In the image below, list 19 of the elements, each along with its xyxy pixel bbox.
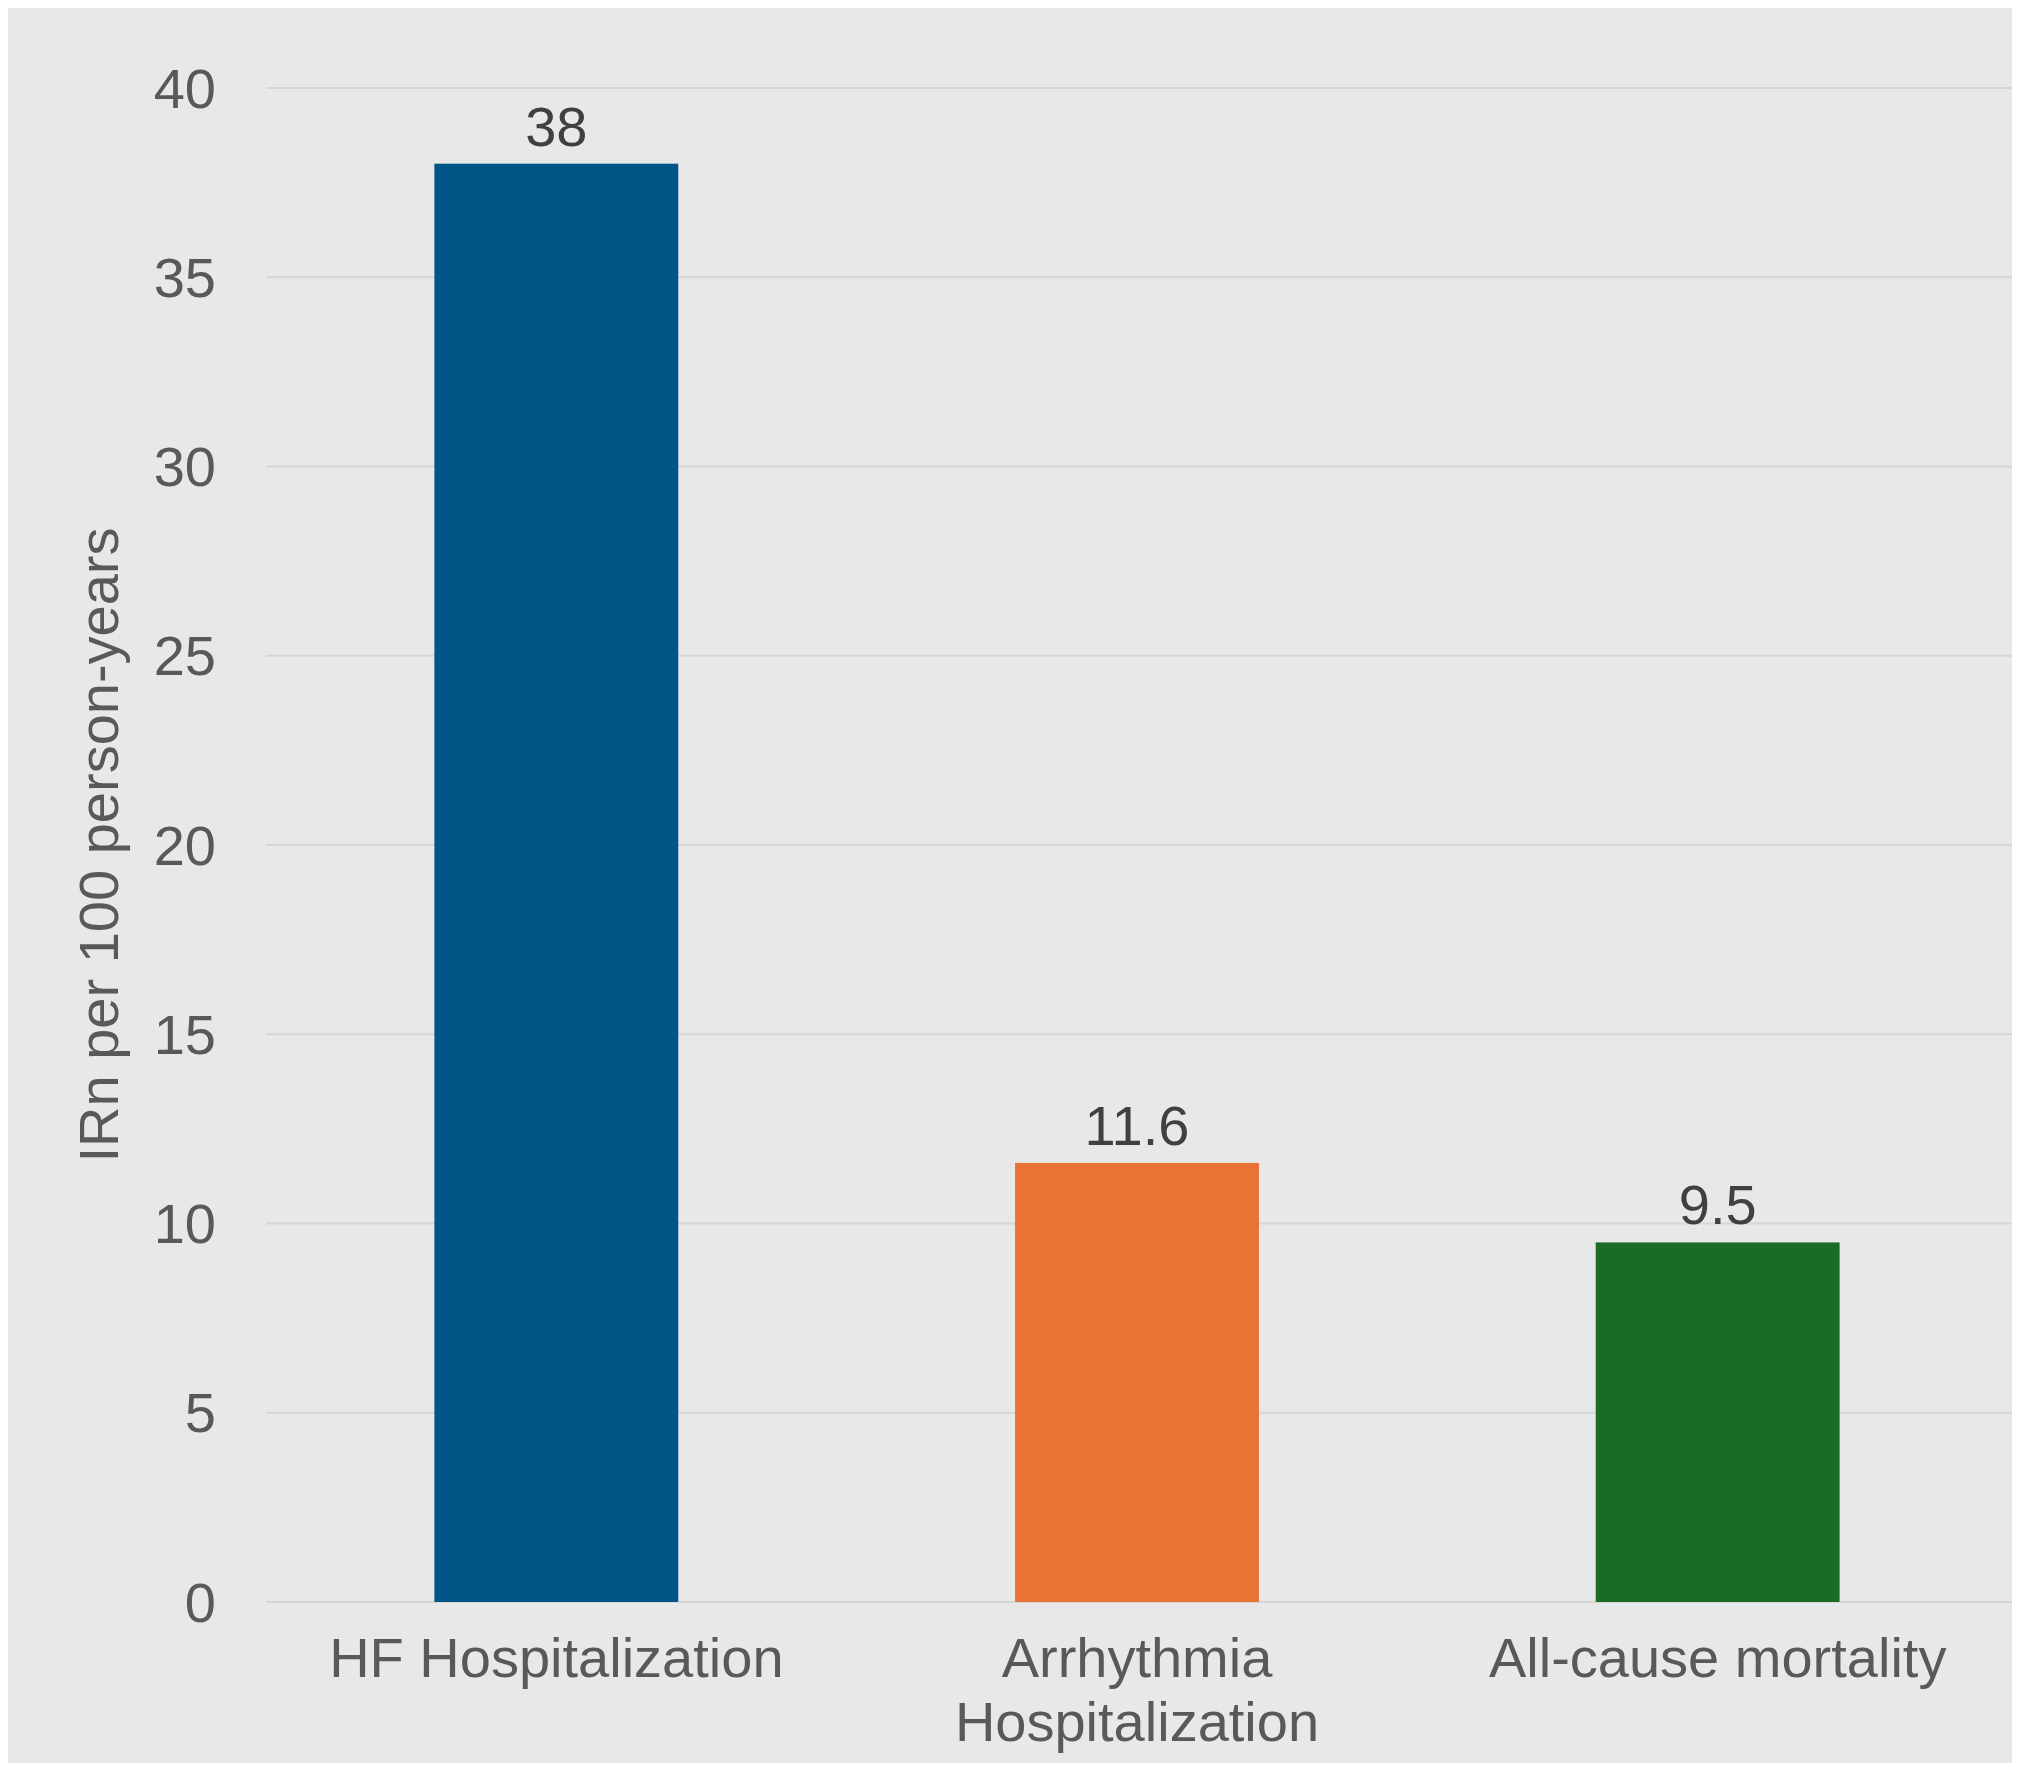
bar — [434, 163, 679, 1602]
y-tick-label: 10 — [153, 1192, 216, 1256]
x-tick-label: Arrhythmia Hospitalization — [954, 1626, 1320, 1754]
y-tick-label: 35 — [153, 245, 216, 309]
y-tick-label: 30 — [153, 435, 216, 499]
y-tick-label: 40 — [153, 56, 216, 120]
data-label: 11.6 — [1084, 1093, 1190, 1157]
bar — [1015, 1162, 1259, 1602]
y-axis-title: IRn per 100 person-years — [67, 527, 130, 1163]
bar — [1595, 1242, 1840, 1603]
y-tick-label: 20 — [153, 813, 216, 877]
data-label: 38 — [525, 94, 588, 158]
y-tick-label: 25 — [153, 624, 216, 688]
x-tick-label: All-cause mortality — [1488, 1626, 1947, 1689]
y-tick-label: 0 — [184, 1570, 216, 1634]
data-label: 9.5 — [1678, 1173, 1757, 1237]
y-tick-label: 5 — [184, 1381, 216, 1445]
x-tick-label: HF Hospitalization — [329, 1626, 784, 1689]
y-tick-label: 15 — [153, 1002, 216, 1066]
